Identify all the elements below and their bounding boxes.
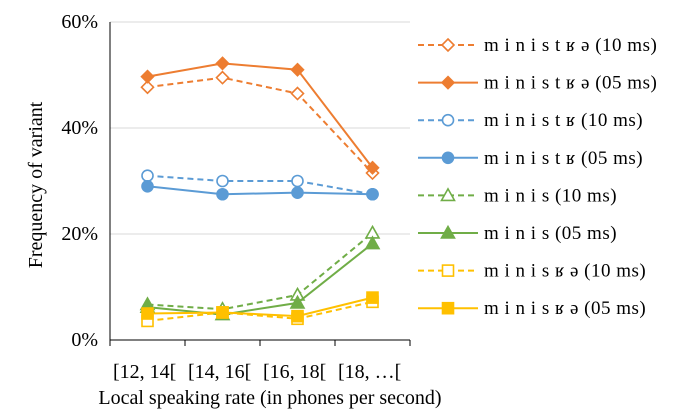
data-point	[215, 56, 230, 71]
legend-entry: m i n i s t ʁ ə (05 ms)	[418, 73, 657, 94]
legend-label: m i n i s t ʁ (05 ms)	[484, 148, 643, 169]
data-point	[290, 62, 305, 77]
series-line	[147, 62, 374, 169]
data-point	[141, 307, 154, 320]
series-1	[140, 56, 380, 175]
data-point	[215, 70, 230, 85]
x-tick-label: [18, …[	[338, 361, 401, 383]
series-3	[141, 180, 379, 201]
series-5	[139, 235, 381, 321]
series-line	[147, 185, 373, 196]
data-point	[364, 235, 381, 250]
data-point	[141, 169, 154, 182]
x-axis-label: Local speaking rate (in phones per secon…	[98, 387, 441, 409]
legend-entry: m i n i s t ʁ (10 ms)	[418, 110, 643, 131]
legend-marker	[441, 264, 455, 277]
legend-entry: m i n i s ʁ ə (10 ms)	[418, 261, 646, 282]
y-tick-label: 40%	[61, 117, 98, 139]
data-point	[366, 187, 379, 201]
data-point	[291, 186, 304, 199]
x-tick-label: [16, 18[	[263, 361, 326, 383]
gridlines	[110, 21, 410, 235]
series-2	[141, 169, 379, 201]
data-point	[289, 294, 306, 309]
legend-marker	[440, 224, 456, 239]
data-point	[216, 187, 229, 201]
series-0	[140, 70, 380, 181]
series-line	[147, 300, 373, 322]
series-7	[141, 291, 379, 323]
legend-marker	[441, 301, 455, 315]
data-point	[216, 306, 229, 319]
legend-marker	[440, 75, 456, 90]
data-point	[290, 86, 305, 101]
series-6	[141, 295, 379, 328]
legend-entry: m i n i s (10 ms)	[418, 185, 617, 206]
data-point	[141, 180, 154, 193]
series-line	[147, 242, 374, 316]
y-tick-labels: 0% 20% 40% 60%	[61, 11, 98, 351]
y-tick-label: 0%	[71, 329, 98, 351]
legend-label: m i n i s ʁ ə (05 ms)	[484, 298, 646, 319]
legend-marker	[440, 37, 456, 53]
x-tick-label: [12, 14[	[113, 361, 176, 383]
series-4	[139, 224, 381, 316]
legend-label: m i n i s t ʁ (10 ms)	[484, 110, 643, 131]
legend-entry: m i n i s (05 ms)	[418, 223, 617, 244]
legend-marker	[441, 113, 455, 127]
x-tick-labels: [12, 14[ [14, 16[ [16, 18[ [18, …[	[113, 361, 401, 383]
data-point	[291, 174, 304, 188]
legend-marker	[440, 187, 456, 202]
series-line	[147, 76, 374, 174]
series-line	[147, 296, 373, 318]
legend-entry: m i n i s t ʁ (05 ms)	[418, 148, 643, 169]
legend: m i n i s t ʁ ə (10 ms) m i n i s t ʁ ə (…	[418, 35, 657, 319]
data-point	[140, 80, 155, 95]
legend-label: m i n i s t ʁ ə (10 ms)	[484, 35, 657, 56]
legend-entry: m i n i s t ʁ ə (10 ms)	[418, 35, 657, 56]
series-line	[147, 174, 373, 196]
data-point	[140, 69, 155, 84]
data-point	[291, 309, 304, 323]
axes	[109, 22, 411, 346]
legend-marker	[441, 151, 455, 165]
data-point	[366, 291, 379, 304]
legend-label: m i n i s ʁ ə (10 ms)	[484, 261, 646, 282]
y-axis-label: Frequency of variant	[25, 101, 47, 268]
data-point	[365, 160, 380, 175]
y-tick-label: 20%	[61, 223, 98, 245]
y-tick-label: 60%	[61, 11, 98, 33]
legend-label: m i n i s t ʁ ə (05 ms)	[484, 73, 657, 94]
legend-entry: m i n i s ʁ ə (05 ms)	[418, 298, 646, 319]
legend-label: m i n i s (05 ms)	[484, 223, 617, 244]
series-lines	[139, 56, 381, 328]
series-line	[147, 232, 374, 311]
legend-label: m i n i s (10 ms)	[484, 185, 617, 206]
data-point	[216, 174, 229, 188]
x-tick-label: [14, 16[	[188, 361, 251, 383]
